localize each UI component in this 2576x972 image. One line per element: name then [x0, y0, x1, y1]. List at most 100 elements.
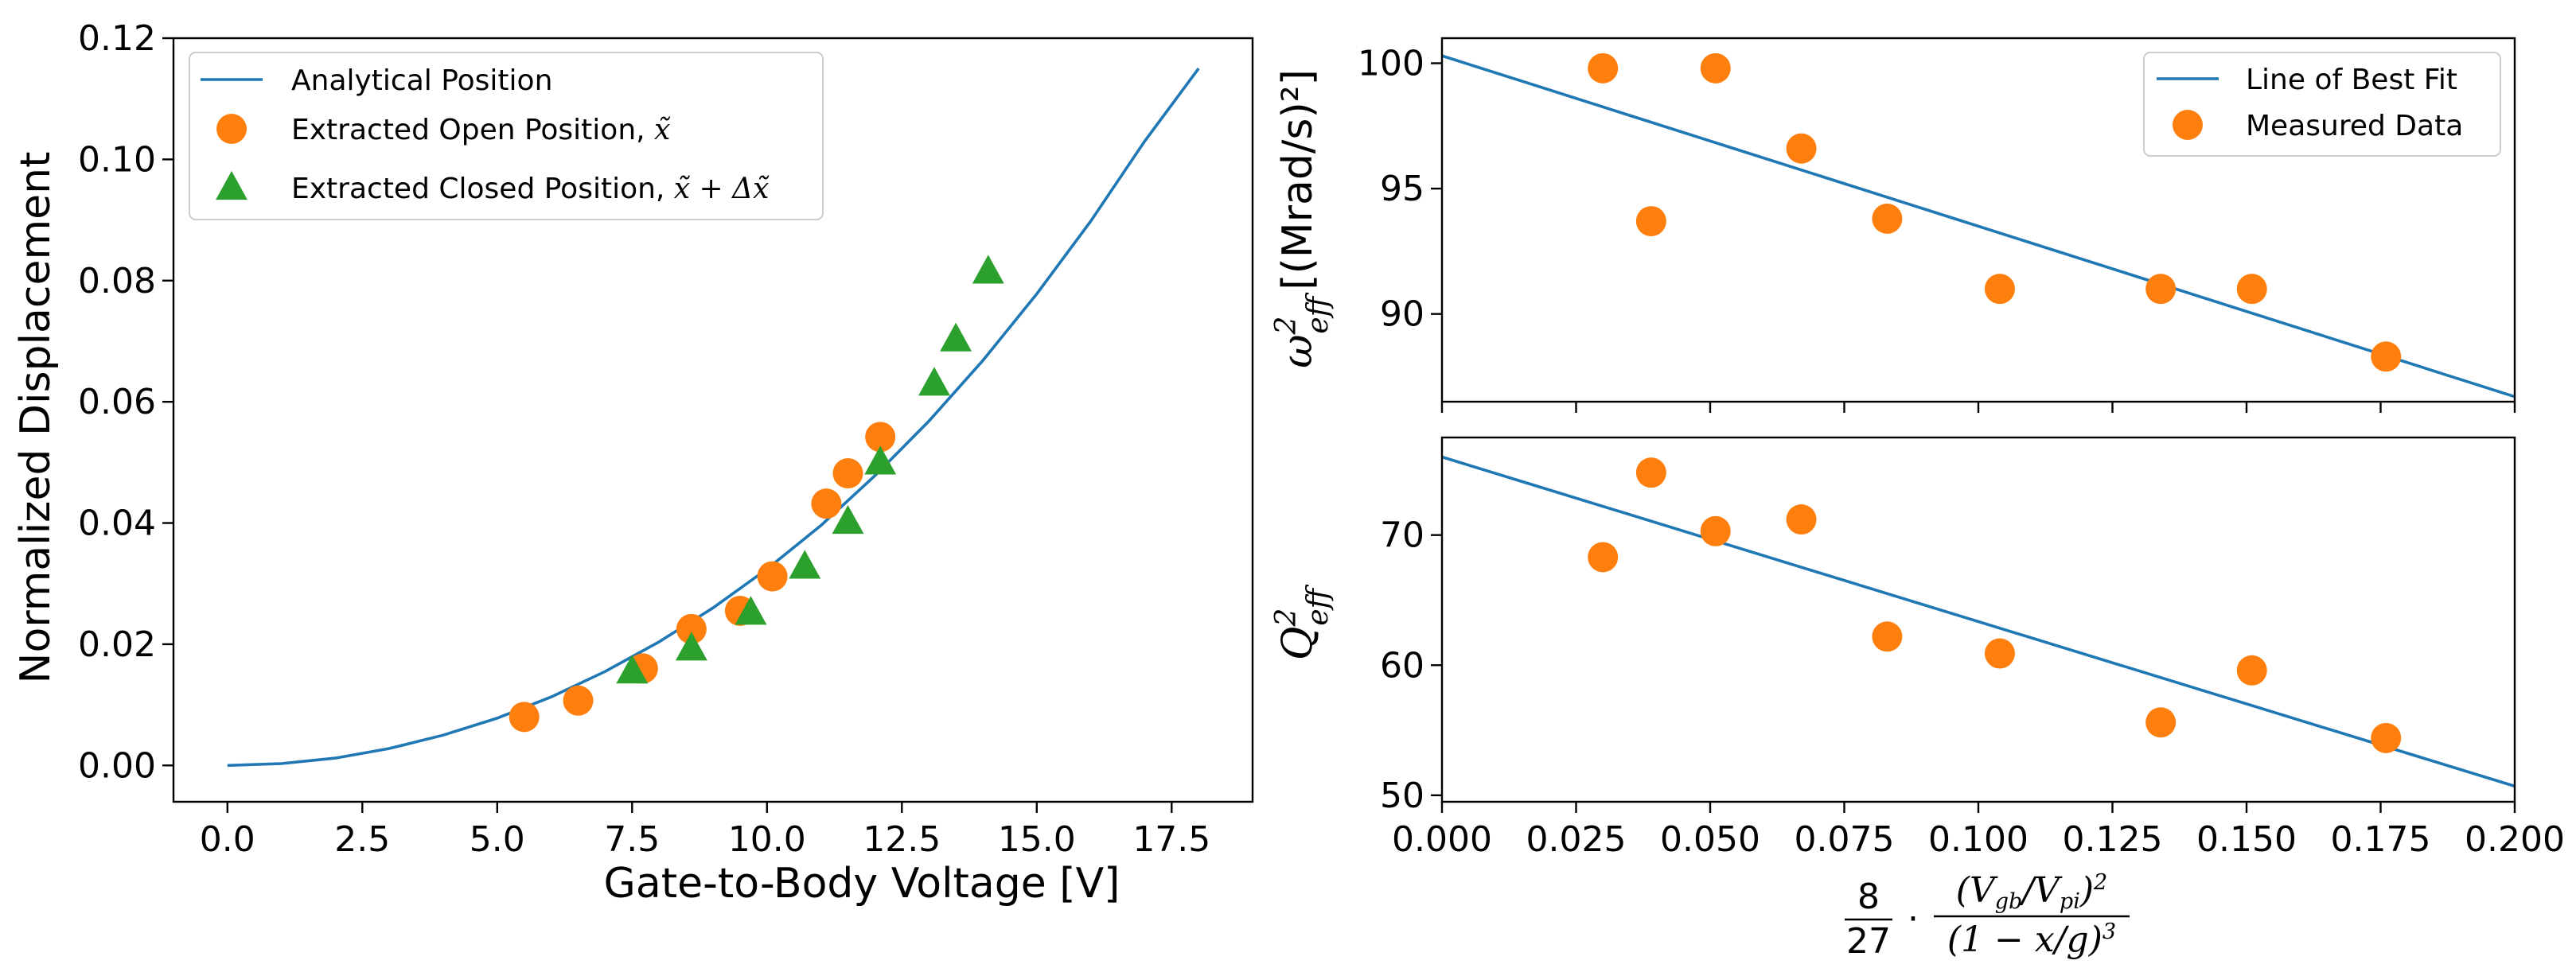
- plot-displacement: Normalized Displacement Gate-to-Body Vol…: [12, 18, 1254, 908]
- xlabel-dot: ·: [1908, 899, 1919, 939]
- data-point-circle: [1700, 515, 1731, 546]
- data-point-circle: [1872, 621, 1903, 652]
- plot-omega: ω2eff[(Mrad/s)²] 90 95 100 Line of Best Fit…: [1270, 37, 2516, 413]
- y-tick-label: 70: [1380, 515, 1424, 556]
- x-tick-label: 12.5: [863, 819, 941, 860]
- data-point-circle: [811, 488, 842, 519]
- plot-quality: Q2eff 8 27 · (Vgb/Vpi)2 (1 − x/g)3 50 60 7…: [1270, 436, 2565, 962]
- legend-label: Line of Best Fit: [2246, 64, 2457, 96]
- data-point-circle: [509, 702, 540, 733]
- data-point-triangle: [675, 632, 707, 661]
- y-tick-label: 0.04: [78, 503, 156, 544]
- data-point-circle: [832, 458, 863, 489]
- data-point-triangle: [789, 550, 821, 579]
- data-point-circle: [1700, 52, 1731, 84]
- legend-label: Measured Data: [2246, 110, 2463, 142]
- data-point-circle: [1635, 457, 1666, 488]
- q-ylabel: Q2eff: [1270, 584, 1335, 660]
- x-tick-label: 7.5: [604, 819, 660, 860]
- data-point-circle: [563, 685, 594, 716]
- data-point-circle: [1984, 274, 2015, 305]
- x-tick-label: 0.200: [2465, 819, 2565, 860]
- y-tick-label: 0.12: [78, 18, 156, 59]
- data-point-triangle: [832, 505, 864, 535]
- omega-sup: 2: [1270, 317, 1303, 336]
- data-point-triangle: [972, 255, 1004, 284]
- xlabel-frac-num: (Vgb/Vpi)2: [1956, 870, 2107, 914]
- data-point-circle: [2145, 274, 2177, 305]
- data-point-triangle: [735, 596, 767, 625]
- data-point-circle: [1786, 504, 1817, 535]
- data-point-circle: [757, 561, 788, 592]
- data-point-triangle: [864, 445, 897, 475]
- x-tick-label: 0.0: [200, 819, 255, 860]
- data-point-triangle: [940, 322, 972, 352]
- left-xlabel: Gate-to-Body Voltage [V]: [604, 860, 1120, 908]
- legend-label: Extracted Closed Position, x̃ + Δx̃: [291, 173, 769, 205]
- data-point-circle: [676, 613, 707, 644]
- y-tick-label: 100: [1358, 44, 1424, 84]
- data-point-triangle: [918, 367, 950, 396]
- x-tick-label: 10.0: [728, 819, 806, 860]
- x-tick-label: 0.025: [1526, 819, 1627, 860]
- right-xlabel: 8 27 · (Vgb/Vpi)2 (1 − x/g)3: [1845, 870, 2130, 962]
- omega-symbol: ω: [1274, 335, 1322, 368]
- y-tick-label: 0.02: [78, 624, 156, 665]
- plot-frame: [1440, 436, 2516, 803]
- data-point-circle: [2371, 722, 2402, 753]
- series-line: [1441, 455, 2516, 788]
- y-tick-label: 0.10: [78, 139, 156, 180]
- data-point-circle: [865, 422, 896, 453]
- y-tick-label: 50: [1380, 776, 1424, 816]
- data-point-circle: [2371, 341, 2402, 372]
- legend-box: [189, 52, 824, 220]
- data-point-circle: [1588, 52, 1619, 84]
- legend-triangle-swatch: [216, 171, 247, 200]
- data-point-circle: [1872, 203, 1903, 234]
- x-tick-label: 0.125: [2063, 819, 2163, 860]
- data-point-circle: [2236, 274, 2267, 305]
- x-tick-label: 2.5: [334, 819, 390, 860]
- xlabel-frac-den: (1 − x/g)3: [1947, 920, 2116, 960]
- y-tick-label: 60: [1380, 645, 1424, 686]
- series-line: [227, 68, 1200, 768]
- y-tick-label: 90: [1380, 294, 1424, 335]
- left-ylabel: Normalized Displacement: [12, 152, 60, 684]
- q-sup: 2: [1270, 608, 1303, 628]
- x-tick-label: 0.000: [1392, 819, 1492, 860]
- y-tick-label: 0.00: [78, 745, 156, 786]
- xlabel-coef-num: 8: [1857, 877, 1880, 917]
- x-tick-label: 0.050: [1660, 819, 1760, 860]
- y-tick-label: 0.08: [78, 261, 156, 301]
- x-tick-label: 15.0: [998, 819, 1076, 860]
- y-tick-label: 95: [1380, 169, 1424, 209]
- data-point-triangle: [616, 655, 649, 684]
- data-point-circle: [2145, 707, 2177, 738]
- data-point-circle: [1588, 542, 1619, 573]
- q-symbol: Q: [1274, 627, 1322, 661]
- data-point-circle: [1635, 206, 1666, 237]
- omega-ylabel: ω2eff[(Mrad/s)²]: [1270, 69, 1335, 368]
- data-point-circle: [1984, 638, 2015, 669]
- q-sub: eff: [1302, 584, 1335, 625]
- legend-label: Extracted Open Position, x̃: [291, 114, 670, 146]
- plot-frame: [172, 37, 1254, 803]
- x-tick-label: 0.075: [1795, 819, 1895, 860]
- data-point-circle: [1786, 133, 1817, 164]
- legend-circle-swatch: [2173, 110, 2203, 140]
- x-tick-label: 17.5: [1132, 819, 1210, 860]
- data-point-circle: [2236, 655, 2267, 686]
- xlabel-coef-den: 27: [1846, 921, 1891, 962]
- omega-unit: [(Mrad/s)²]: [1274, 69, 1322, 290]
- y-tick-label: 0.06: [78, 382, 156, 422]
- x-tick-label: 0.150: [2196, 819, 2297, 860]
- legend-label: Analytical Position: [291, 64, 552, 97]
- legend-circle-swatch: [216, 114, 247, 144]
- plot-frame: [1440, 37, 2516, 403]
- series-line: [1441, 54, 2516, 399]
- x-tick-label: 0.175: [2331, 819, 2431, 860]
- legend-box: [2143, 52, 2501, 157]
- omega-sub: eff: [1302, 292, 1335, 333]
- x-tick-label: 0.100: [1928, 819, 2028, 860]
